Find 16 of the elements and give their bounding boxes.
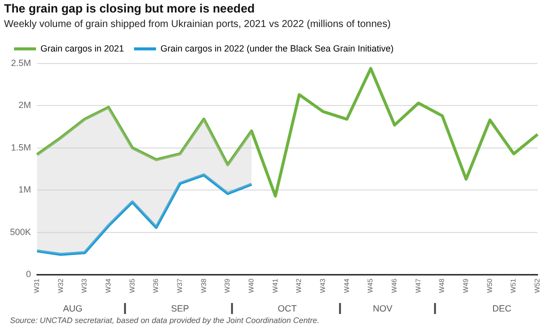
legend-label: Grain cargos in 2021 (40, 43, 124, 54)
y-tick-label: 1M (18, 184, 32, 195)
text: SEP (171, 303, 190, 314)
text: OCT (278, 303, 298, 314)
text: DEC (492, 303, 512, 314)
y-tick-label: 1.5M (11, 142, 32, 152)
source-note: Source: UNCTAD secretariat, based on data provided by the Joint Coordination Centre. (10, 316, 320, 326)
y-tick-label: 2M (18, 100, 32, 110)
text: AUG (63, 303, 83, 314)
chart-title: The grain gap is closing but more is needed (4, 2, 255, 16)
text: NOV (372, 303, 392, 314)
y-tick-label: 2.5M (11, 58, 32, 68)
chart-subtitle: Weekly volume of grain shipped from Ukrainian ports, 2021 vs 2022 (millions of tonnes) (4, 19, 391, 30)
y-tick-label: 500K (10, 226, 32, 237)
legend-label: Grain cargos in 2022 (under the Black Sea Grain Initiative) (160, 43, 394, 54)
y-tick-label: 0 (26, 269, 32, 280)
